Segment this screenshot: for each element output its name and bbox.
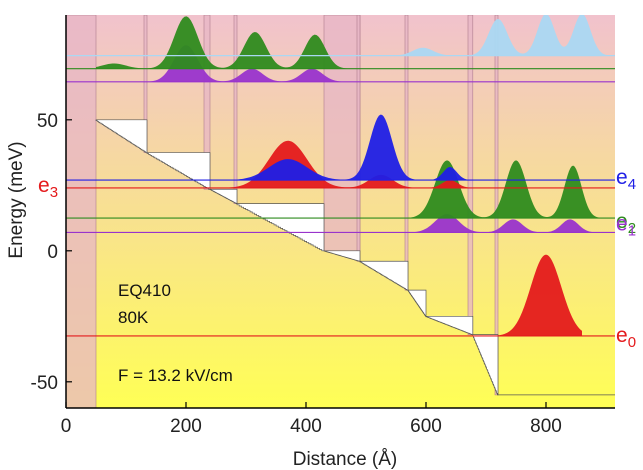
level-label-e3: e3 xyxy=(38,174,58,201)
barrier-layer xyxy=(66,15,499,408)
barrier-2 xyxy=(203,15,211,190)
well-2 xyxy=(209,188,238,204)
x-tick-label-400: 400 xyxy=(290,416,322,437)
y-tick-label--50: -50 xyxy=(31,373,58,394)
level-label-e0: e0 xyxy=(616,324,636,351)
x-axis-title: Distance (Å) xyxy=(293,449,398,470)
barrier-6 xyxy=(404,15,409,291)
plot-area xyxy=(66,15,615,408)
x-tick-label-0: 0 xyxy=(61,416,72,437)
barrier-9 xyxy=(494,15,499,396)
level-label-e4: e4 xyxy=(616,166,636,193)
level-label-e1: e1 xyxy=(616,212,636,239)
x-tick-label-800: 800 xyxy=(530,416,562,437)
axes: 0 200 400 600 800 -50 0 50 xyxy=(31,15,615,437)
annotation-sample: EQ410 xyxy=(118,281,171,300)
barrier-5 xyxy=(356,15,361,262)
wavefunction-e4 xyxy=(216,114,474,181)
well-8 xyxy=(472,334,499,396)
annotation-field: F = 13.2 kV/cm xyxy=(118,366,233,385)
barrier-3 xyxy=(233,15,238,204)
well-5 xyxy=(359,260,409,291)
barrier-4 xyxy=(323,15,361,252)
level-layer xyxy=(66,55,615,337)
x-tick-label-600: 600 xyxy=(410,416,442,437)
well-4 xyxy=(323,250,361,262)
well-0 xyxy=(95,119,148,153)
y-axis-title: Energy (meV) xyxy=(6,141,27,258)
barrier-0 xyxy=(66,15,97,408)
y-ticks: -50 0 50 xyxy=(31,111,72,394)
x-tick-label-200: 200 xyxy=(170,416,202,437)
wavefunction-e1 xyxy=(402,214,606,233)
annotation-temperature: 80K xyxy=(118,308,149,327)
wavefunction-e0 xyxy=(486,254,582,336)
barrier-8 xyxy=(467,15,474,335)
y-tick-label-50: 50 xyxy=(37,111,58,132)
well-6 xyxy=(407,289,427,317)
annotations: EQ410 80K F = 13.2 kV/cm xyxy=(118,281,233,385)
y-tick-label-0: 0 xyxy=(47,242,58,263)
well-3 xyxy=(236,203,325,252)
wavefunction-upper-lightblue xyxy=(354,15,615,56)
x-ticks: 0 200 400 600 800 xyxy=(61,402,562,437)
wavefunction-e2 xyxy=(378,160,606,219)
well-7 xyxy=(425,315,474,335)
